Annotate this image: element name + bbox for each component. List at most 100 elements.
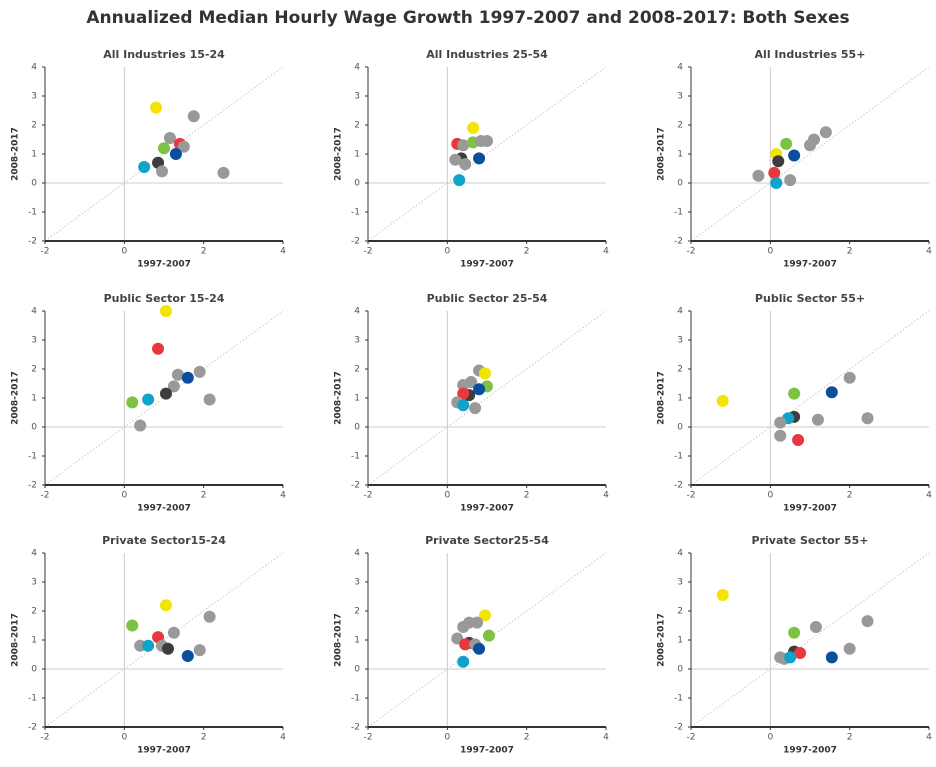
y-tick-label: -2 [28, 237, 37, 247]
point [156, 165, 169, 178]
point [457, 655, 470, 668]
y-tick-label: -2 [674, 481, 683, 491]
point [457, 399, 470, 412]
x-tick-label: -2 [41, 733, 50, 743]
point [169, 148, 182, 160]
y-tick-label: 2 [31, 121, 37, 131]
point [788, 387, 801, 400]
y-tick-label: -2 [351, 723, 360, 733]
y-tick-label: 1 [354, 636, 360, 646]
point [163, 132, 176, 145]
y-tick-label: 0 [31, 665, 37, 675]
x-tick-label: 2 [201, 733, 207, 743]
x-tick-label: 0 [767, 733, 773, 743]
point [768, 166, 781, 179]
x-tick-label: 2 [847, 733, 853, 743]
x-axis-label: 1997-2007 [460, 260, 514, 270]
point [449, 153, 462, 166]
subplot-title: Public Sector 15-24 [104, 292, 225, 305]
y-tick-label: -1 [351, 452, 360, 462]
point [784, 651, 797, 664]
x-tick-label: -2 [687, 733, 696, 743]
point [171, 368, 184, 381]
point [161, 642, 174, 655]
x-tick-label: 2 [524, 247, 530, 257]
point [459, 638, 472, 651]
y-tick-label: 1 [31, 636, 37, 646]
diagonal [690, 66, 930, 242]
point [473, 642, 486, 655]
point [716, 589, 729, 602]
y-tick-label: 3 [354, 578, 360, 588]
point [457, 378, 470, 391]
y-tick-label: 1 [354, 150, 360, 160]
y-tick-label: 4 [31, 549, 37, 559]
y-tick-label: 0 [677, 423, 683, 433]
y-tick-label: 2 [677, 607, 683, 617]
point [788, 149, 801, 162]
point [142, 639, 155, 652]
subplot-title: Private Sector15-24 [102, 534, 226, 547]
point [804, 139, 816, 152]
y-tick-label: 3 [354, 92, 360, 102]
point [784, 174, 797, 187]
point [774, 416, 787, 429]
point [788, 626, 801, 639]
x-axis-label: 1997-2007 [137, 746, 191, 756]
y-tick-label: 1 [677, 636, 683, 646]
x-tick-label: 4 [603, 247, 609, 257]
point [469, 402, 482, 415]
y-tick-label: 1 [31, 394, 37, 404]
y-tick-label: 0 [31, 423, 37, 433]
point [843, 642, 856, 655]
point [158, 142, 170, 155]
x-tick-label: 4 [603, 733, 609, 743]
y-tick-label: 1 [677, 394, 683, 404]
x-tick-label: 4 [926, 733, 932, 743]
x-tick-label: 2 [201, 491, 207, 501]
point [861, 615, 874, 628]
point [150, 101, 163, 114]
point [217, 166, 230, 179]
point [159, 599, 172, 612]
point [181, 371, 194, 384]
subplot-title: Private Sector 55+ [752, 534, 869, 547]
point [473, 383, 486, 396]
y-tick-label: 4 [31, 63, 37, 73]
y-tick-label: 0 [31, 179, 37, 189]
point [471, 616, 484, 629]
point [453, 174, 466, 187]
point [479, 609, 492, 622]
point [187, 110, 200, 123]
y-tick-label: -2 [674, 723, 683, 733]
y-tick-label: 3 [31, 336, 37, 346]
x-tick-label: 0 [121, 247, 127, 257]
x-tick-label: -2 [364, 733, 373, 743]
subplot-title: Private Sector25-54 [425, 534, 549, 547]
point [152, 342, 165, 355]
subplot-title: All Industries 55+ [755, 48, 866, 61]
point [792, 434, 805, 447]
point [181, 649, 194, 662]
point [772, 155, 785, 168]
y-axis-label: 2008-2017 [11, 127, 21, 181]
y-tick-label: 1 [354, 394, 360, 404]
x-tick-label: 0 [767, 491, 773, 501]
x-tick-label: 4 [280, 247, 286, 257]
y-tick-label: 3 [677, 578, 683, 588]
y-tick-label: 3 [31, 578, 37, 588]
point [716, 394, 729, 407]
point [467, 121, 480, 134]
point [142, 393, 155, 406]
x-tick-label: 4 [603, 491, 609, 501]
subplot-title: All Industries 25-54 [426, 48, 548, 61]
y-tick-label: 1 [677, 150, 683, 160]
y-tick-label: -2 [674, 237, 683, 247]
x-axis-label: 1997-2007 [460, 746, 514, 756]
y-tick-label: 0 [677, 179, 683, 189]
x-axis-label: 1997-2007 [460, 504, 514, 514]
y-tick-label: 2 [354, 121, 360, 131]
y-tick-label: -1 [674, 694, 683, 704]
x-tick-label: 4 [926, 491, 932, 501]
